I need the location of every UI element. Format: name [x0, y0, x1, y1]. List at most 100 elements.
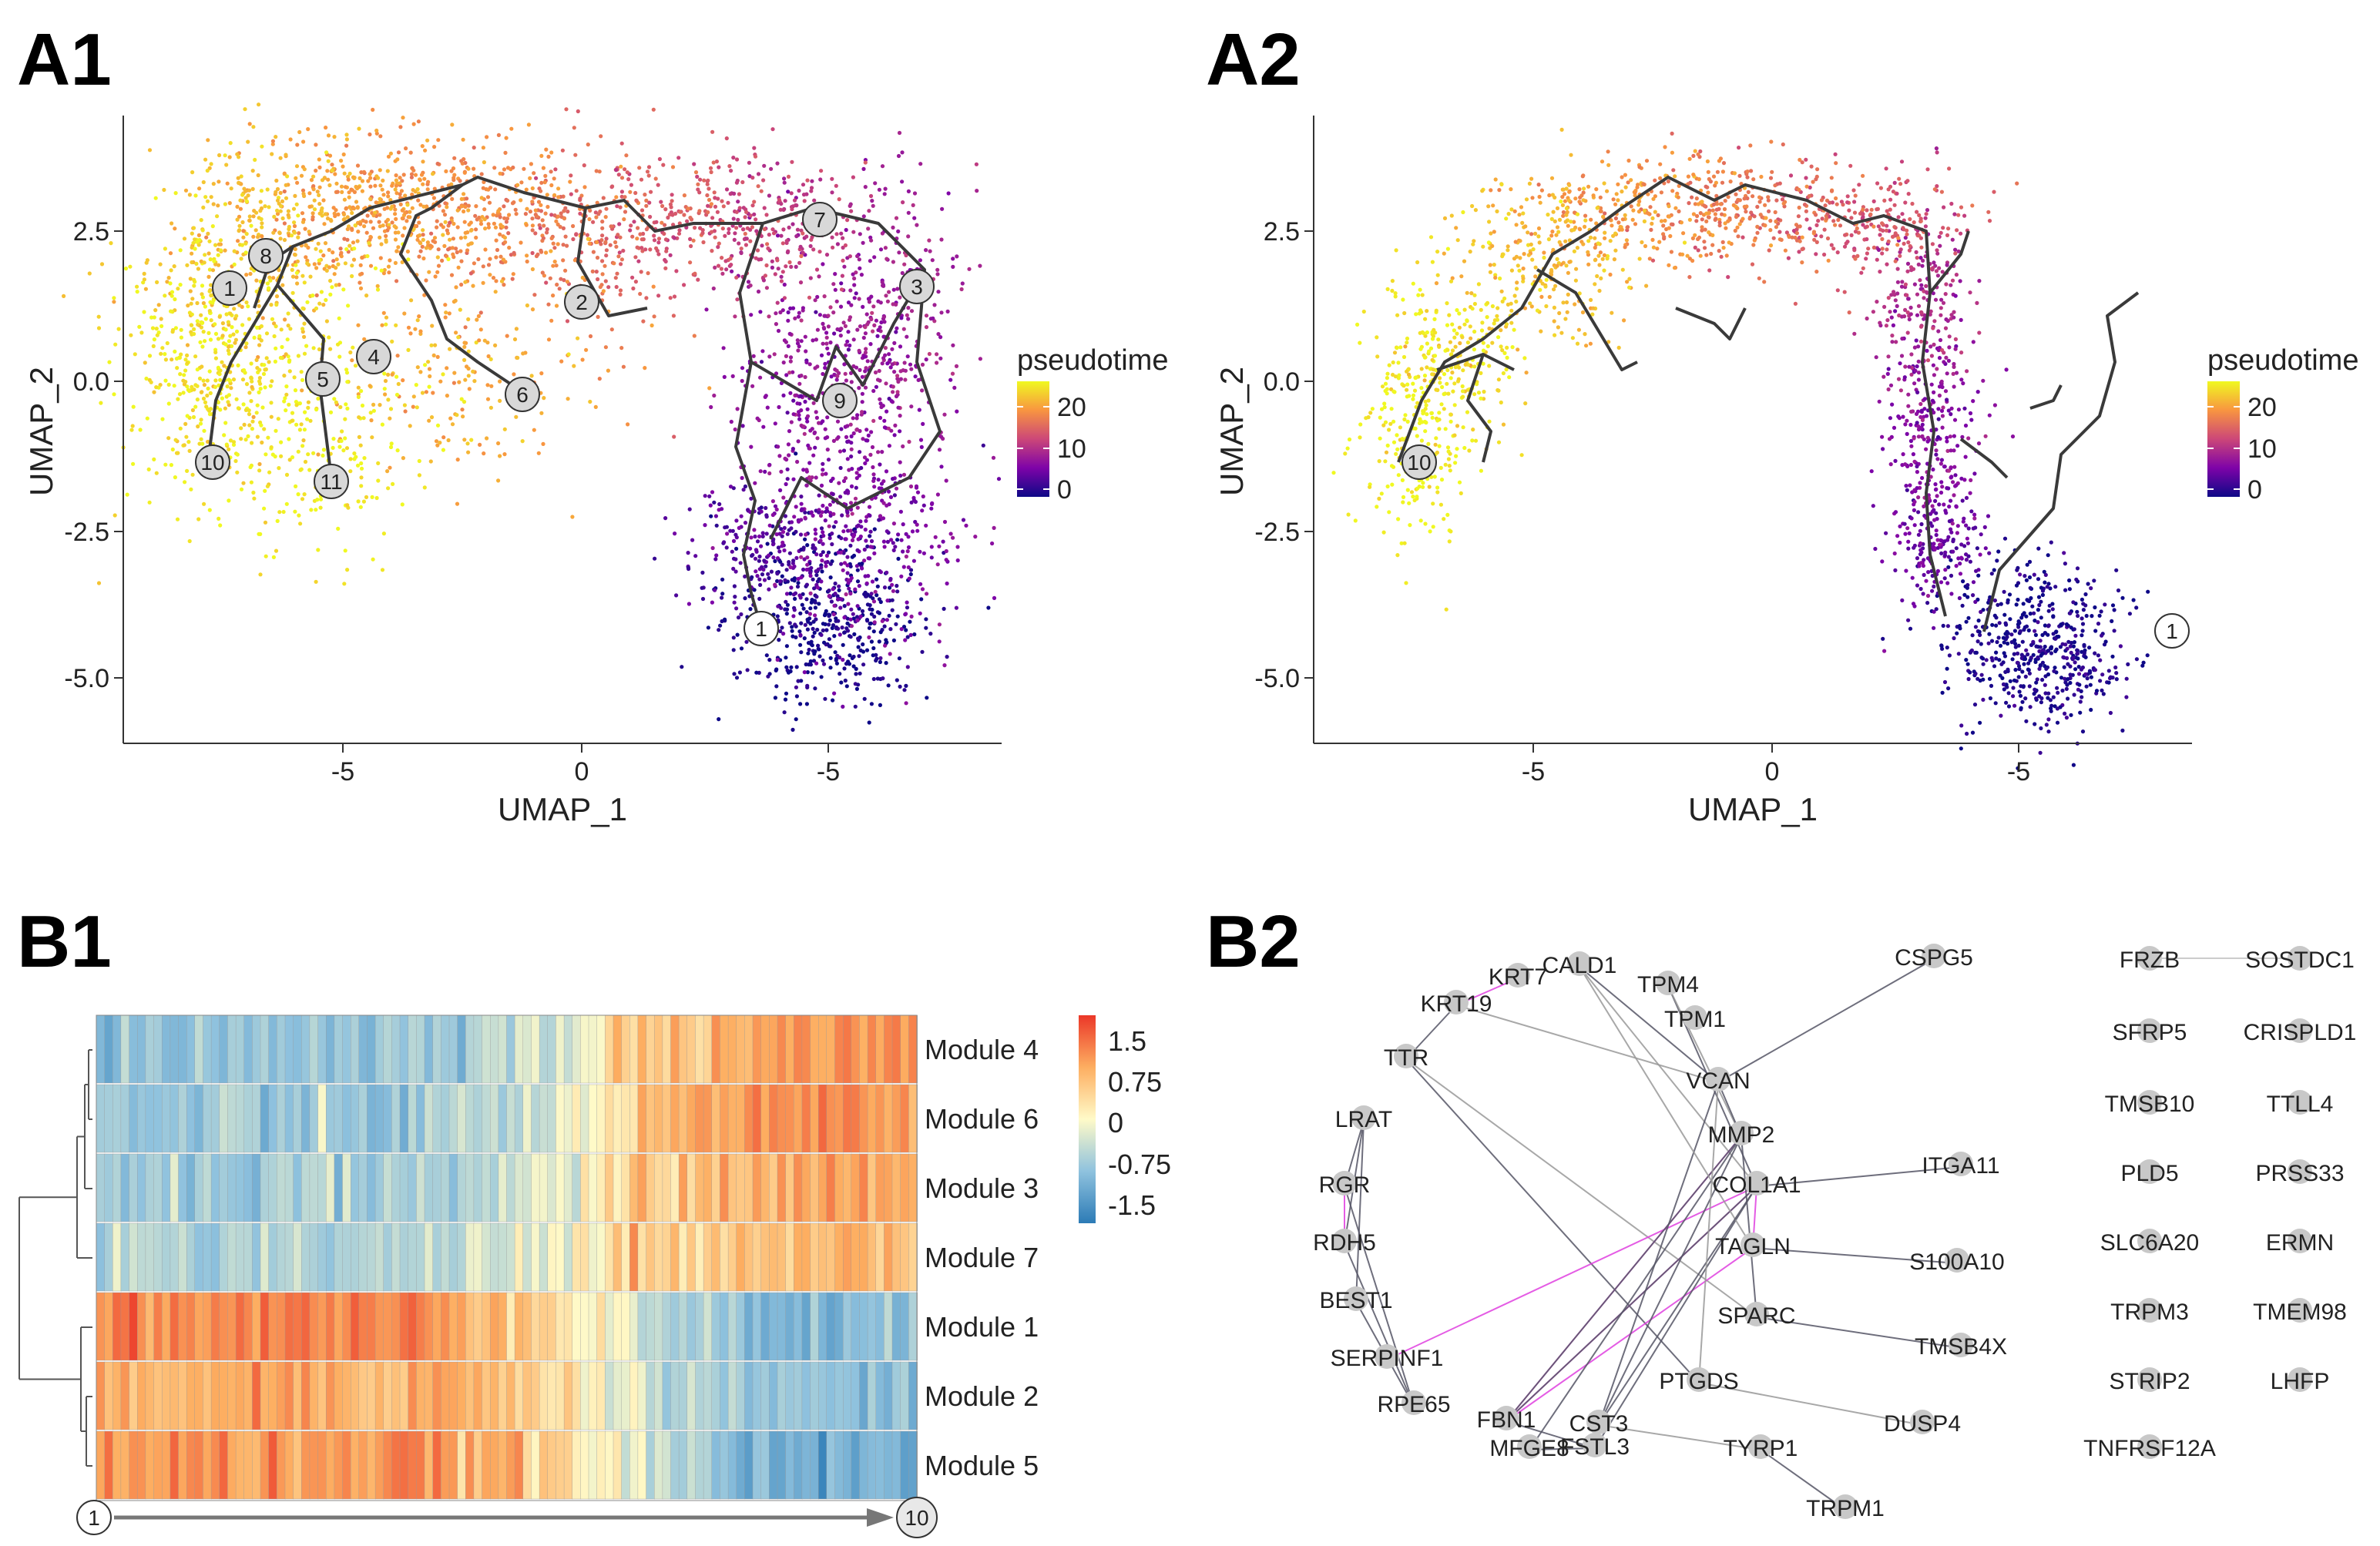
- cell-point: [255, 325, 260, 330]
- cell-point: [371, 402, 376, 407]
- cell-point: [356, 323, 361, 327]
- cell-point: [504, 136, 509, 140]
- cell-point: [2017, 666, 2022, 672]
- cell-point: [292, 220, 297, 225]
- x-axis-label: UMAP_1: [498, 791, 627, 827]
- cell-point: [448, 237, 452, 242]
- cell-point: [784, 264, 788, 269]
- cell-point: [195, 319, 200, 324]
- cell-point: [741, 488, 746, 492]
- cell-point: [951, 343, 955, 347]
- cell-point: [540, 270, 545, 275]
- cell-point: [821, 542, 825, 546]
- cell-point: [835, 419, 841, 424]
- cell-point: [481, 146, 486, 150]
- cell-point: [539, 411, 544, 415]
- cell-point: [422, 176, 427, 181]
- cell-point: [294, 202, 299, 206]
- cell-point: [2016, 766, 2020, 770]
- cell-point: [841, 320, 846, 325]
- cell-point: [2027, 575, 2033, 580]
- cell-point: [351, 257, 357, 262]
- cell-point: [2075, 609, 2080, 614]
- cell-point: [181, 391, 186, 395]
- cell-point: [404, 219, 409, 223]
- cell-point: [185, 263, 190, 267]
- cell-point: [890, 582, 895, 587]
- cell-point: [190, 323, 194, 327]
- cell-point: [618, 205, 623, 210]
- cell-point: [455, 250, 459, 255]
- cell-point: [686, 602, 692, 606]
- cell-point: [728, 485, 733, 489]
- cell-point: [2072, 627, 2076, 632]
- cell-point: [374, 495, 379, 501]
- cell-point: [395, 157, 400, 162]
- cell-point: [905, 334, 909, 339]
- cell-point: [499, 279, 505, 283]
- cell-point: [462, 170, 467, 175]
- cell-point: [357, 415, 361, 420]
- cell-point: [831, 587, 835, 592]
- cell-point: [219, 248, 223, 253]
- cell-point: [619, 257, 625, 262]
- cell-point: [644, 198, 649, 203]
- cell-point: [779, 527, 784, 532]
- cell-point: [1968, 670, 1972, 675]
- cell-point: [851, 337, 856, 342]
- cell-point: [802, 431, 807, 436]
- cell-point: [292, 223, 297, 229]
- cell-point: [794, 555, 799, 561]
- cell-point: [839, 327, 844, 331]
- cell-point: [2028, 612, 2033, 616]
- cell-point: [1959, 542, 1964, 547]
- cell-point: [788, 565, 793, 570]
- cell-point: [906, 565, 911, 570]
- cell-point: [257, 468, 262, 473]
- cell-point: [796, 576, 801, 582]
- cell-point: [455, 208, 460, 213]
- cell-point: [1965, 595, 1970, 599]
- cell-point: [734, 157, 740, 162]
- cell-point: [250, 379, 254, 384]
- cell-point: [290, 274, 296, 279]
- cell-point: [1983, 546, 1988, 551]
- cell-point: [287, 437, 291, 441]
- cell-point: [849, 303, 854, 307]
- cell-point: [825, 415, 830, 420]
- cell-point: [1965, 731, 1969, 736]
- cell-point: [1919, 521, 1924, 527]
- cell-point: [614, 168, 619, 173]
- cell-point: [243, 250, 248, 255]
- cell-point: [848, 315, 853, 320]
- cell-point: [833, 272, 838, 277]
- cell-point: [466, 450, 471, 454]
- cell-point: [314, 143, 318, 147]
- cell-point: [424, 390, 429, 394]
- cell-point: [223, 202, 227, 206]
- cell-point: [2022, 656, 2028, 662]
- cell-point: [201, 396, 206, 401]
- cell-point: [169, 268, 173, 273]
- cell-point: [447, 311, 451, 316]
- cell-point: [789, 420, 794, 424]
- cell-point: [250, 384, 254, 390]
- cell-point: [832, 691, 837, 696]
- cell-point: [919, 597, 924, 602]
- cell-point: [709, 404, 713, 410]
- cell-point: [846, 659, 851, 664]
- cell-point: [811, 513, 815, 518]
- cell-point: [734, 275, 739, 280]
- cell-point: [891, 548, 896, 553]
- cell-point: [166, 401, 171, 406]
- cell-point: [869, 538, 874, 544]
- cell-point: [597, 377, 602, 381]
- cell-point: [1925, 601, 1930, 605]
- cell-point: [1962, 478, 1967, 482]
- cell-point: [700, 570, 705, 575]
- cell-point: [1918, 561, 1924, 565]
- cell-point: [418, 233, 422, 238]
- cell-point: [961, 518, 966, 522]
- cell-point: [358, 176, 362, 180]
- cell-point: [474, 235, 478, 240]
